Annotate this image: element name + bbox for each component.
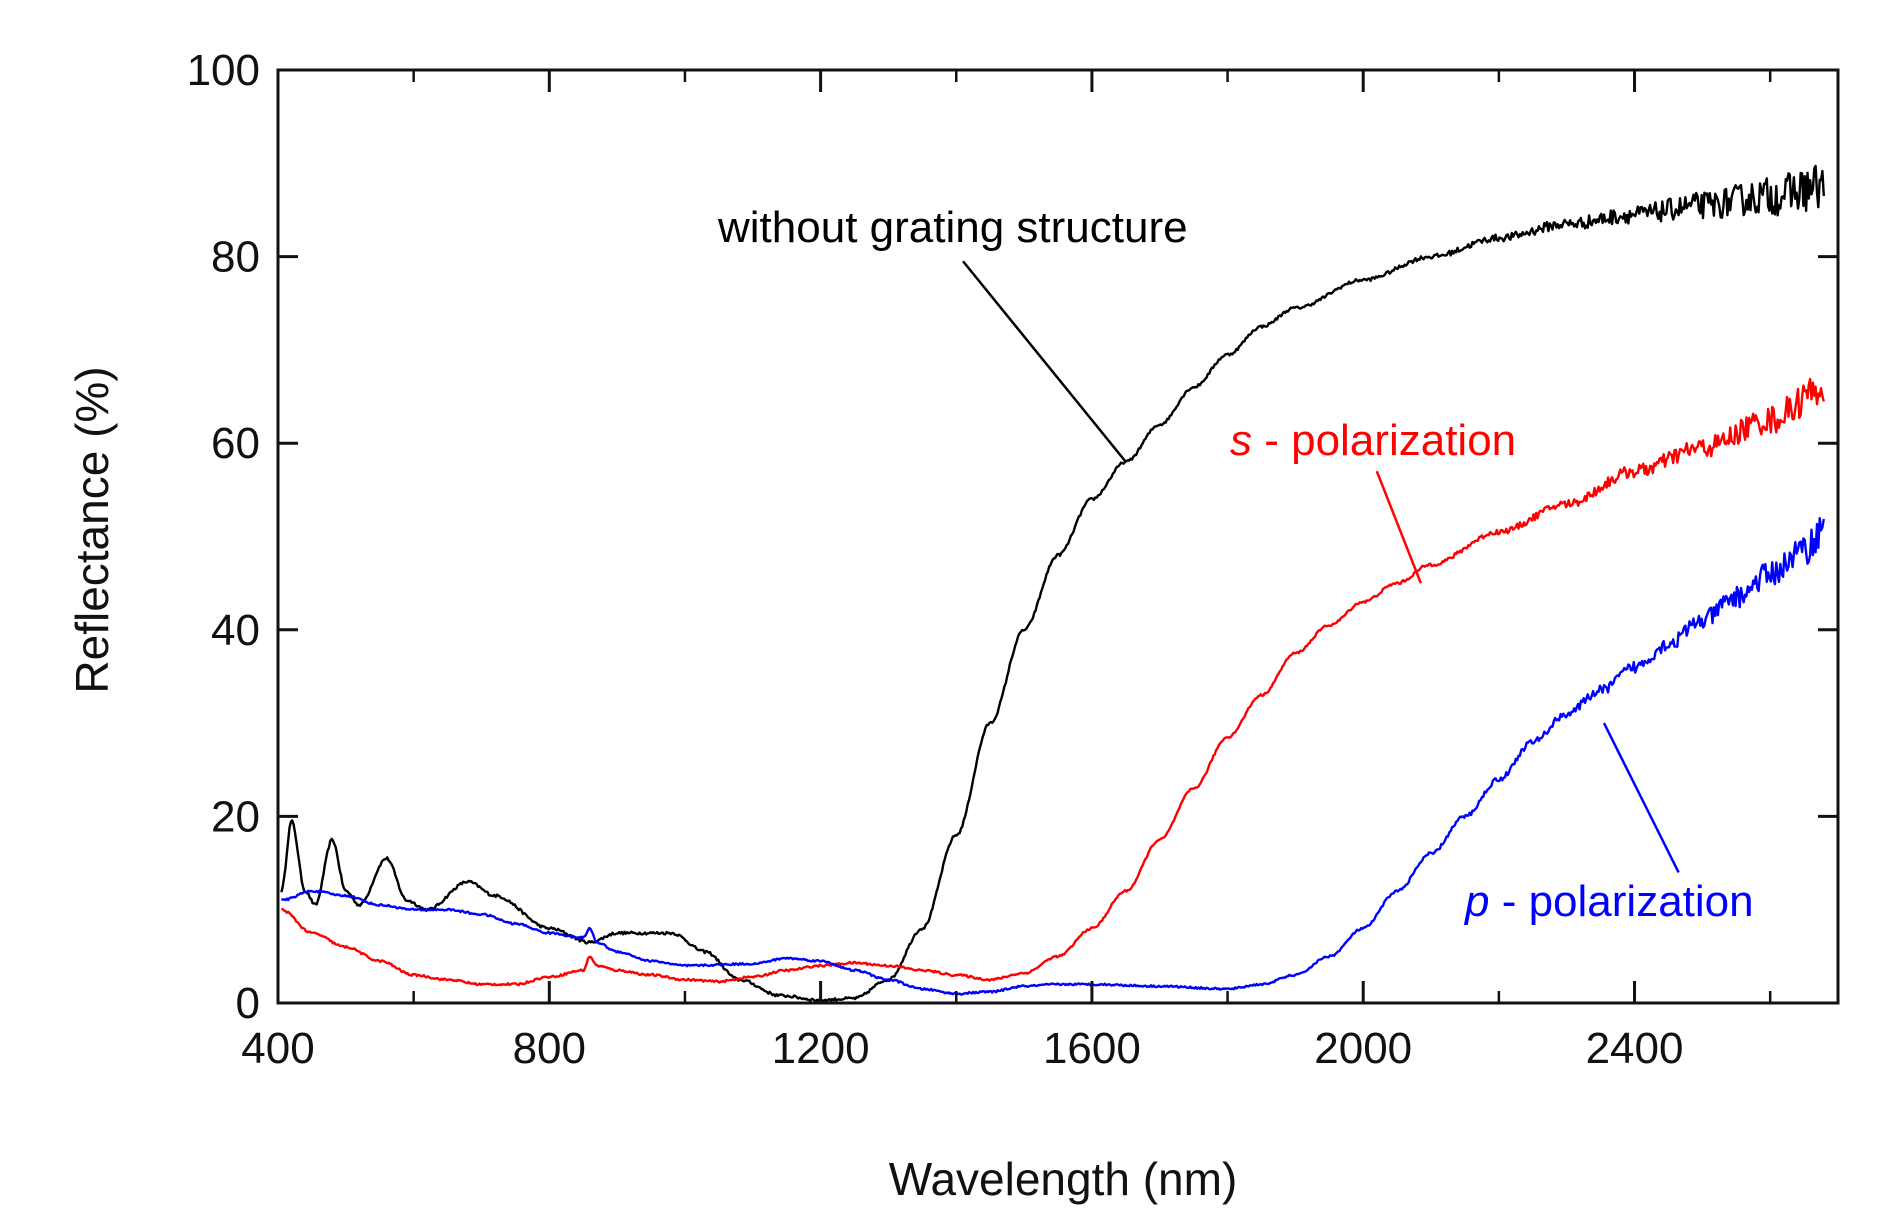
y-tick-labels: 0 20 40 60 80 100 [187, 46, 260, 1028]
annotation-label-2: p - polarization [1463, 877, 1754, 926]
y-tick-label: 20 [211, 792, 260, 841]
y-tick-label: 60 [211, 419, 260, 468]
series-line-2 [281, 517, 1825, 996]
annotation-label-1: s - polarization [1230, 416, 1516, 465]
annotations: without grating structure s - polarizatio… [717, 203, 1754, 926]
y-tick-label: 100 [187, 46, 260, 95]
x-tick-label: 1200 [772, 1024, 870, 1073]
series-line-0 [280, 164, 1825, 1003]
x-axis-title: Wavelength (nm) [889, 1153, 1238, 1205]
plot-border [276, 68, 1840, 1005]
y-tick-label: 40 [211, 606, 260, 655]
plot-frame [276, 68, 1840, 1005]
data-traces [280, 164, 1825, 1003]
y-tick-label: 80 [211, 233, 260, 282]
x-tick-labels: 400 800 1200 1600 2000 2400 [241, 1024, 1683, 1073]
x-tick-label: 1600 [1043, 1024, 1141, 1073]
annotation-leader-2 [1602, 722, 1680, 873]
series-line-1 [281, 377, 1825, 987]
x-tick-label: 800 [513, 1024, 586, 1073]
y-tick-label: 0 [236, 979, 260, 1028]
y-axis-title: Reflectance (%) [66, 366, 118, 693]
annotation-leader-0 [962, 260, 1127, 463]
x-tick-label: 400 [241, 1024, 314, 1073]
annotation-leader-1 [1375, 470, 1423, 584]
annotation-label-0: without grating structure [717, 203, 1188, 252]
x-tick-label: 2000 [1314, 1024, 1412, 1073]
x-tick-label: 2400 [1586, 1024, 1684, 1073]
